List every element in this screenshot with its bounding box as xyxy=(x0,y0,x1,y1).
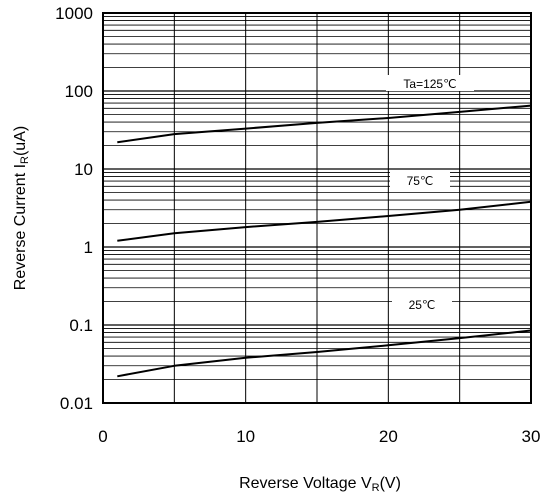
y-tick-label: 0.01 xyxy=(60,394,93,413)
y-tick-label: 0.1 xyxy=(69,316,93,335)
x-axis-title-unit: (V) xyxy=(380,475,401,492)
series-label: Ta=125℃ xyxy=(403,77,456,91)
x-tick-label: 10 xyxy=(236,427,255,446)
x-tick-label: 0 xyxy=(98,427,107,446)
y-tick-label: 1 xyxy=(84,238,93,257)
x-axis-title-main: Reverse Voltage V xyxy=(239,475,372,492)
y-axis-title-subscript: R xyxy=(19,156,31,164)
series-label-background xyxy=(390,172,450,188)
x-axis-title: Reverse Voltage VR(V) xyxy=(239,475,401,494)
plot-area-frame xyxy=(102,12,532,404)
y-axis-title-unit: (uA) xyxy=(12,126,29,156)
x-tick-label: 20 xyxy=(379,427,398,446)
y-tick-label: 100 xyxy=(65,82,93,101)
series-label-background xyxy=(392,296,452,312)
y-tick-label: 10 xyxy=(74,160,93,179)
series-line xyxy=(117,104,532,144)
x-axis-title-subscript: R xyxy=(372,482,380,494)
series-label: 75℃ xyxy=(407,174,434,188)
series-label: 25℃ xyxy=(409,298,436,312)
series-labels: Ta=125℃ 75℃ 25℃ xyxy=(386,75,474,312)
x-tick-label: 30 xyxy=(522,427,541,446)
series-line xyxy=(117,200,532,242)
y-tick-label: 1000 xyxy=(55,4,93,23)
grid xyxy=(103,13,531,403)
series-lines xyxy=(117,104,532,378)
y-axis-title: Reverse Current IR(uA) xyxy=(12,126,31,290)
series-line xyxy=(117,329,532,378)
tick-labels: 0 10 20 30 0.01 0.1 1 10 100 1000 xyxy=(55,4,540,446)
series-label-background xyxy=(386,75,474,91)
y-axis-title-main: Reverse Current I xyxy=(12,164,29,290)
